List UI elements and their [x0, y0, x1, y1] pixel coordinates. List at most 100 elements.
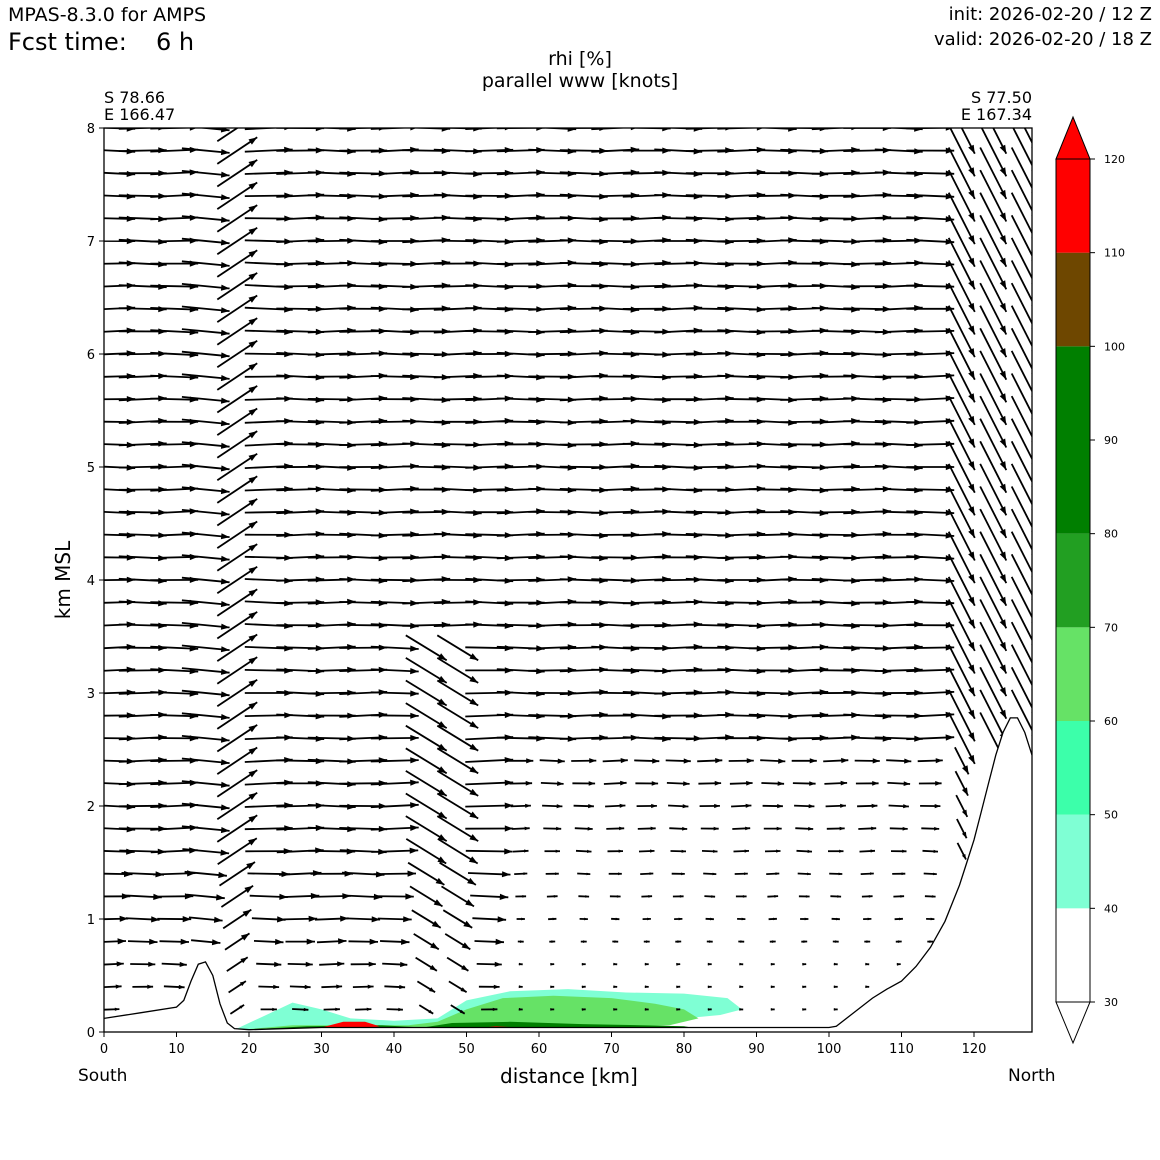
wind-vector-head	[968, 732, 975, 742]
colorbar-band-40	[1056, 814, 1090, 909]
wind-vector-head	[714, 803, 720, 809]
wind-vector-head	[711, 895, 716, 898]
wind-vector-head	[493, 984, 500, 989]
wind-vector-head	[838, 872, 843, 876]
wind-vector	[947, 531, 976, 584]
wind-vector-head	[403, 916, 412, 923]
wind-vector	[947, 169, 976, 222]
colorbar-extend-top	[1055, 115, 1091, 160]
wind-vector-head	[945, 147, 955, 154]
colorbar: 30 40 50 60 70 80 90 100 110 120	[1055, 115, 1125, 1045]
wind-vector-head	[676, 1008, 681, 1011]
wind-vector-head	[249, 115, 258, 122]
wind-vector-head	[647, 917, 651, 921]
wind-vector-head	[644, 962, 649, 966]
wind-vector-head	[945, 486, 955, 493]
wind-vector-head	[469, 698, 479, 706]
wind-vector-head	[179, 961, 187, 967]
wind-vector	[979, 350, 1008, 403]
right-longitude: E 167.34	[960, 105, 1032, 124]
wind-vector-head	[775, 872, 780, 876]
wind-vector	[216, 128, 239, 143]
wind-vector-head	[868, 895, 873, 898]
wind-vector-head	[526, 758, 534, 764]
wind-vector-head	[777, 781, 785, 786]
wind-vector	[947, 395, 976, 448]
wind-vector	[947, 599, 976, 652]
wind-vector	[947, 260, 976, 313]
wind-vector-head	[999, 348, 1007, 358]
wind-vector-head	[968, 619, 975, 629]
wind-vector-head	[999, 280, 1007, 290]
wind-vector-head	[945, 509, 955, 516]
wind-vector	[979, 463, 1008, 516]
y-tick-label: 3	[87, 687, 95, 702]
wind-vector	[947, 237, 976, 290]
wind-vector-head	[242, 909, 252, 917]
wind-vector-head	[968, 167, 975, 177]
wind-vector-head	[581, 962, 586, 966]
wind-vector-head	[441, 128, 451, 132]
wind-vector	[979, 327, 1008, 381]
wind-vector-head	[933, 872, 937, 876]
wind-vector-head	[999, 167, 1007, 177]
wind-vector-head	[557, 781, 564, 786]
wind-vector	[979, 599, 1008, 652]
wind-vector-head	[867, 917, 872, 921]
wind-vector-head	[934, 826, 940, 831]
wind-vector-head	[189, 128, 197, 131]
wind-vector-head	[652, 758, 660, 764]
wind-vector-head	[999, 528, 1007, 538]
x-tick-label: 40	[386, 1042, 403, 1057]
wind-vector-head	[644, 1008, 649, 1011]
wind-vector-head	[504, 825, 514, 832]
wind-vector-head	[248, 498, 258, 507]
wind-vector-head	[968, 641, 975, 651]
wind-vector-head	[945, 441, 955, 448]
wind-vector-head	[437, 811, 447, 819]
wind-vector-head	[522, 895, 527, 898]
colorbar-band-90	[1056, 346, 1090, 440]
wind-vector-head	[469, 766, 479, 774]
wind-vector-head	[468, 856, 478, 864]
wind-vector-head	[555, 872, 559, 876]
wind-vector-head	[866, 940, 871, 943]
wind-vector-head	[945, 170, 955, 177]
wind-vector-head	[273, 984, 280, 989]
wind-vector-head	[220, 849, 230, 856]
wind-vector-head	[770, 962, 775, 966]
y-tick-label: 5	[87, 461, 95, 476]
wind-vector-head	[681, 872, 685, 876]
wind-vector-head	[220, 646, 230, 653]
wind-vector-head	[968, 664, 975, 674]
wind-vector-head	[581, 985, 586, 989]
wind-vector	[979, 260, 1008, 313]
wind-vector	[979, 644, 1008, 697]
wind-vector-head	[968, 302, 975, 312]
wind-vector-head	[870, 872, 874, 875]
wind-vector-head	[999, 664, 1007, 674]
x-tick-label: 50	[458, 1042, 475, 1057]
wind-vector-head	[220, 668, 230, 675]
wind-vector-head	[618, 872, 622, 876]
wind-vector-head	[336, 984, 343, 989]
wind-vector-head	[901, 872, 906, 876]
north-end-label: North	[1008, 1066, 1056, 1086]
wind-vector	[947, 486, 976, 539]
wind-vector-head	[650, 849, 655, 853]
wind-vector-head	[945, 463, 955, 471]
wind-vector-head	[739, 1008, 744, 1011]
wind-vector-head	[409, 847, 419, 854]
wind-vector-head	[220, 239, 230, 246]
wind-vector-head	[410, 802, 419, 809]
wind-vector-head	[678, 917, 683, 921]
wind-vector-head	[713, 826, 719, 831]
wind-vector-head	[968, 687, 975, 697]
y-tick-label: 7	[87, 235, 95, 250]
wind-vector-head	[521, 917, 525, 921]
wind-vector-head	[220, 691, 230, 698]
wind-vector	[979, 169, 1008, 222]
wind-vector	[1010, 373, 1032, 416]
wind-vector-head	[371, 916, 381, 923]
wind-vector-head	[945, 555, 955, 562]
